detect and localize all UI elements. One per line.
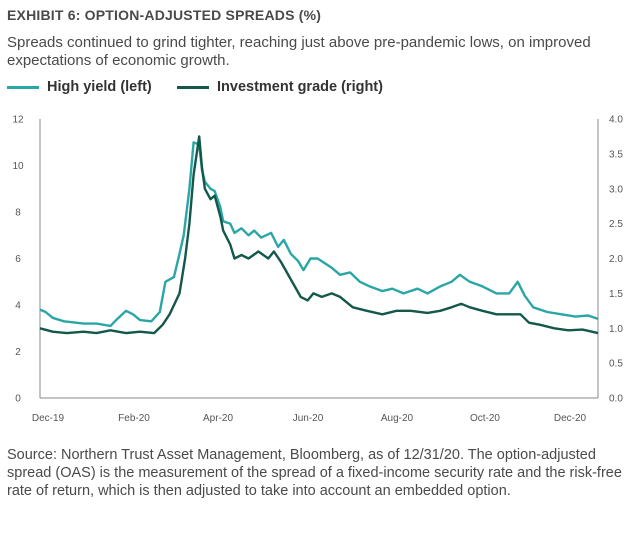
chart-series (39, 135, 599, 335)
chart-subtitle: Spreads continued to grind tighter, reac… (7, 34, 591, 69)
y-right-tick-label: 3.0 (609, 184, 623, 195)
x-tick-label: Apr-20 (203, 413, 233, 424)
y-right-tick-label: 3.5 (609, 149, 623, 160)
legend-item-investment-grade: Investment grade (right) (177, 79, 383, 95)
y-left-tick-label: 6 (15, 254, 21, 265)
source-note: Source: Northern Trust Asset Management,… (7, 447, 622, 499)
y-right-tick-label: 0.0 (609, 394, 623, 405)
x-tick-label: Dec-19 (32, 413, 65, 424)
x-tick-label: Jun-20 (293, 413, 324, 424)
y-right-tick-label: 1.0 (609, 324, 623, 335)
legend-swatch-investment-grade (177, 85, 209, 89)
legend-label-investment-grade: Investment grade (right) (217, 79, 383, 95)
y-right-tick-label: 1.5 (609, 289, 623, 300)
x-tick-label: Oct-20 (470, 413, 500, 424)
series-line-investment-grade (39, 135, 599, 335)
y-right-tick-label: 0.5 (609, 359, 623, 370)
y-left-tick-label: 12 (12, 115, 24, 126)
y-left-tick-label: 0 (15, 394, 21, 405)
y-right-tick-label: 2.0 (609, 254, 623, 265)
y-right-tick-label: 2.5 (609, 219, 623, 230)
chart-title: EXHIBIT 6: OPTION-ADJUSTED SPREADS (%) (7, 7, 322, 23)
spread-chart: 0 2 4 6 8 10 12 0.0 0.5 1.0 1.5 2.0 2.5 3.0 3.5 4.0 Dec-… (12, 115, 623, 425)
x-tick-label: Feb-20 (118, 413, 150, 424)
legend-label-high-yield: High yield (left) (47, 79, 152, 95)
y-left-tick-label: 2 (15, 347, 21, 358)
legend-swatch-high-yield (7, 85, 39, 89)
legend-item-high-yield: High yield (left) (7, 79, 152, 95)
x-tick-label: Dec-20 (554, 413, 587, 424)
x-tick-label: Aug-20 (381, 413, 414, 424)
y-left-tick-label: 4 (15, 301, 21, 312)
y-right-tick-label: 4.0 (609, 115, 623, 126)
series-line-high-yield (39, 141, 599, 328)
y-left-tick-label: 10 (12, 161, 24, 172)
y-left-tick-label: 8 (15, 208, 21, 219)
chart-axes: 0 2 4 6 8 10 12 0.0 0.5 1.0 1.5 2.0 2.5 3.0 3.5 4.0 Dec-… (12, 115, 623, 425)
